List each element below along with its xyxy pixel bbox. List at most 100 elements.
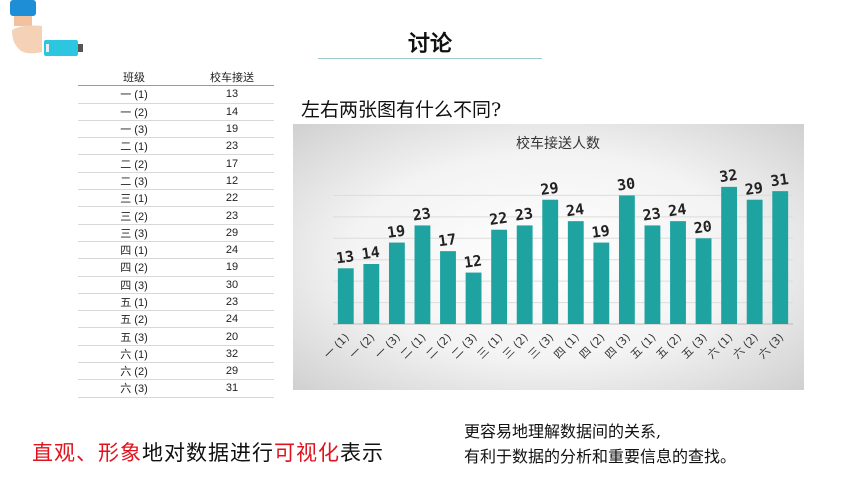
data-label: 23 [412, 204, 432, 224]
bar [772, 191, 789, 324]
class-cell: 一 (3) [78, 120, 190, 139]
hand-usb-illustration [10, 0, 83, 56]
count-cell: 12 [190, 172, 274, 191]
table-row: 一 (2) 14 [78, 103, 274, 121]
count-cell: 30 [190, 276, 274, 294]
bar [618, 195, 635, 324]
class-cell: 四 (3) [78, 276, 190, 294]
bar [695, 238, 712, 324]
table-row: 一 (3) 19 [78, 120, 274, 139]
bar [721, 186, 738, 324]
x-tick-label: 四 (3) [603, 331, 633, 361]
count-cell: 17 [190, 154, 274, 173]
class-cell: 三 (3) [78, 224, 190, 242]
column-header-class: 班级 [78, 69, 190, 87]
benefit-line-2: 有利于数据的分析和重要信息的查找。 [464, 447, 737, 466]
data-label: 23 [514, 204, 534, 224]
class-cell: 一 (2) [78, 103, 190, 121]
bar [516, 225, 533, 324]
table-row: 一 (1) 13 [78, 85, 274, 104]
class-cell: 二 (1) [78, 137, 190, 156]
bar [465, 272, 482, 324]
chart-title: 校车接送人数 [516, 135, 600, 152]
bar [388, 242, 405, 324]
table-row: 四 (2) 19 [78, 258, 274, 277]
class-cell: 二 (3) [78, 172, 190, 191]
bar [746, 199, 763, 324]
class-cell: 五 (3) [78, 327, 190, 346]
class-cell: 六 (3) [78, 379, 190, 398]
class-cell: 五 (2) [78, 310, 190, 329]
x-tick-label: 五 (2) [654, 331, 684, 361]
highlight-intuitive: 直观、形象 [32, 441, 142, 465]
bar-chart-panel: 校车接送人数 13 一 (1) 14 一 (2) 19 一 (3) 23 二 (1) 17 二 (2… [293, 124, 804, 390]
bar [542, 199, 559, 324]
table-row: 三 (1) 22 [78, 189, 274, 208]
class-cell: 一 (1) [78, 85, 190, 104]
statement-end: 表示 [340, 441, 384, 465]
x-tick-label: 六 (2) [730, 331, 760, 361]
bar-chart: 校车接送人数 13 一 (1) 14 一 (2) 19 一 (3) 23 二 (1) 17 二 (2… [321, 135, 793, 361]
x-tick-label: 五 (1) [628, 331, 658, 361]
x-tick-label: 三 (2) [500, 331, 530, 361]
data-label: 24 [565, 200, 585, 220]
count-cell: 23 [190, 137, 274, 156]
data-label: 23 [642, 204, 662, 224]
count-cell: 24 [190, 310, 274, 329]
data-label: 12 [463, 251, 483, 271]
x-tick-label: 二 (3) [449, 331, 479, 361]
benefit-line-1: 更容易地理解数据间的关系, [464, 422, 662, 441]
data-label: 19 [590, 221, 610, 241]
table-row: 五 (2) 24 [78, 310, 274, 329]
page-title: 讨论 [407, 32, 452, 57]
count-cell: 24 [190, 241, 274, 260]
discussion-question: 左右两张图有什么不同? [301, 99, 502, 121]
class-cell: 三 (2) [78, 206, 190, 225]
x-tick-label: 五 (3) [679, 331, 709, 361]
table-row: 六 (1) 32 [78, 345, 274, 364]
x-tick-label: 六 (1) [705, 331, 735, 361]
bar [644, 225, 661, 324]
bar [670, 221, 686, 324]
table-row: 五 (1) 23 [78, 293, 274, 312]
bar [491, 229, 508, 324]
bar [567, 221, 584, 324]
table-row: 二 (2) 17 [78, 154, 274, 173]
count-cell: 32 [190, 345, 274, 364]
x-tick-label: 一 (3) [373, 331, 403, 361]
bar [440, 251, 456, 324]
data-label: 24 [667, 200, 687, 220]
data-table: 班级 校车接送 一 (1) 13 一 (2) 14 一 (3) 19 二 (1) 23 二 (2… [78, 69, 274, 398]
highlight-visualization: 可视化 [274, 441, 340, 465]
x-tick-label: 二 (1) [398, 331, 428, 361]
x-tick-label: 二 (2) [424, 331, 454, 361]
title-underline [318, 58, 542, 59]
count-cell: 23 [190, 206, 274, 225]
count-cell: 20 [190, 327, 274, 346]
class-cell: 五 (1) [78, 293, 190, 312]
data-label: 31 [769, 170, 789, 190]
data-label: 14 [360, 243, 380, 263]
table-row: 六 (2) 29 [78, 362, 274, 381]
data-label: 19 [386, 221, 406, 241]
summary-statement: 直观、形象地对数据进行可视化表示 [32, 437, 384, 467]
bar [414, 225, 431, 324]
table-row: 四 (3) 30 [78, 276, 274, 294]
data-label: 29 [744, 179, 764, 199]
x-tick-label: 三 (1) [475, 331, 505, 361]
x-tick-label: 一 (1) [321, 331, 351, 361]
class-cell: 六 (1) [78, 345, 190, 364]
data-label: 30 [616, 174, 636, 194]
x-tick-label: 四 (2) [577, 331, 607, 361]
table-row: 六 (3) 31 [78, 379, 274, 398]
data-label: 20 [693, 217, 713, 237]
table-row: 二 (1) 23 [78, 137, 274, 156]
x-tick-label: 四 (1) [551, 331, 581, 361]
bar [363, 264, 380, 324]
data-label: 29 [539, 179, 559, 199]
bar [337, 268, 354, 324]
data-label: 17 [437, 230, 457, 250]
class-cell: 六 (2) [78, 362, 190, 381]
x-tick-label: 三 (3) [526, 331, 556, 361]
count-cell: 19 [190, 258, 274, 277]
